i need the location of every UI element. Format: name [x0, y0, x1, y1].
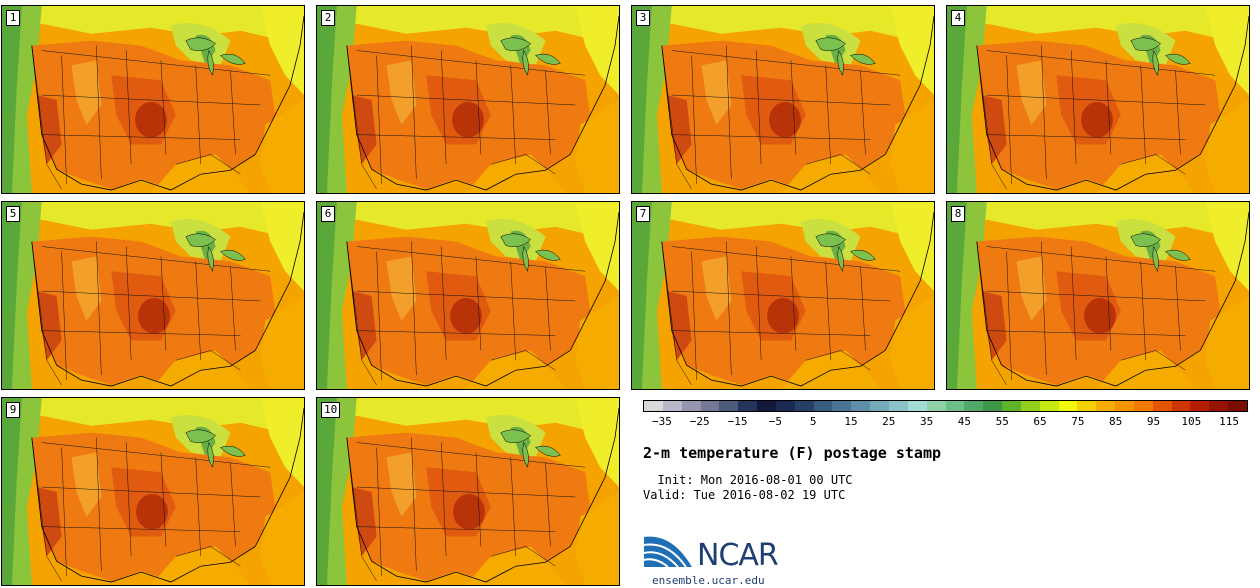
colorbar-swatch: [775, 401, 795, 411]
colorbar-swatch: [851, 401, 871, 411]
member-panel-6: 6: [316, 201, 620, 390]
colorbar-swatch: [644, 401, 663, 411]
member-label: 1: [6, 10, 20, 26]
colorbar-swatch: [1058, 401, 1078, 411]
temperature-colorbar: [643, 400, 1248, 412]
colorbar-tick-label: −15: [727, 415, 748, 428]
colorbar-swatch: [1096, 401, 1116, 411]
colorbar-swatch: [1152, 401, 1172, 411]
colorbar-swatch: [870, 401, 889, 411]
colorbar-swatch: [983, 401, 1003, 411]
colorbar-swatch: [681, 401, 701, 411]
colorbar-tick-label: 45: [957, 415, 972, 428]
member-label: 8: [951, 206, 965, 222]
colorbar-tick-label: 105: [1181, 415, 1202, 428]
colorbar-tick-label: 85: [1109, 415, 1123, 428]
member-panel-1: 1: [1, 5, 305, 194]
colorbar-swatch: [662, 401, 682, 411]
member-panel-4: 4: [946, 5, 1250, 194]
colorbar-tick-label: 35: [919, 415, 934, 428]
colorbar-tick-label: −25: [689, 415, 710, 428]
member-label: 9: [6, 402, 20, 418]
us-temperature-map: [317, 202, 619, 389]
member-panel-7: 7: [631, 201, 935, 390]
site-url: ensemble.ucar.edu: [652, 574, 765, 587]
plot-title: 2-m temperature (F) postage stamp: [643, 444, 942, 462]
colorbar-swatch: [757, 401, 776, 411]
colorbar-tick-label: 25: [882, 415, 896, 428]
member-label: 2: [321, 10, 335, 26]
colorbar-swatch: [1209, 401, 1229, 411]
colorbar-ticks: −35 −25 −15 −5 5 15 25 35 45 55 65 75 85 95 105 115: [643, 415, 1248, 429]
colorbar-swatch: [1133, 401, 1153, 411]
us-temperature-map: [632, 202, 934, 389]
colorbar-swatch: [1020, 401, 1040, 411]
us-temperature-map: [632, 6, 934, 193]
colorbar-tick-label: −35: [651, 415, 672, 428]
colorbar-swatch: [1190, 401, 1210, 411]
colorbar-swatch: [907, 401, 927, 411]
member-label: 6: [321, 206, 335, 222]
colorbar-tick-label: 15: [844, 415, 858, 428]
member-label: 4: [951, 10, 965, 26]
us-temperature-map: [947, 202, 1249, 389]
colorbar-swatch: [1077, 401, 1097, 411]
member-label: 7: [636, 206, 650, 222]
logo-text: NCAR: [697, 538, 779, 573]
colorbar-tick-label: 115: [1219, 415, 1240, 428]
colorbar-swatch: [1171, 401, 1191, 411]
colorbar-swatch: [1228, 401, 1247, 411]
ncar-logo-icon: [643, 536, 692, 568]
init-time: Init: Mon 2016-08-01 00 UTC: [643, 473, 853, 487]
colorbar-swatch: [738, 401, 758, 411]
member-panel-9: 9: [1, 397, 305, 586]
member-label: 5: [6, 206, 20, 222]
colorbar-swatch: [926, 401, 946, 411]
colorbar-swatch: [700, 401, 720, 411]
us-temperature-map: [947, 6, 1249, 193]
member-panel-5: 5: [1, 201, 305, 390]
colorbar-tick-label: 65: [1033, 415, 1047, 428]
valid-time: Valid: Tue 2016-08-02 19 UTC: [643, 488, 846, 502]
colorbar-swatch: [1002, 401, 1021, 411]
colorbar-swatch: [1039, 401, 1059, 411]
colorbar-swatch: [719, 401, 739, 411]
colorbar-swatch: [1115, 401, 1134, 411]
colorbar-tick-label: 55: [995, 415, 1009, 428]
member-panel-3: 3: [631, 5, 935, 194]
colorbar-tick-label: −5: [768, 415, 782, 428]
us-temperature-map: [2, 202, 304, 389]
member-panel-2: 2: [316, 5, 620, 194]
colorbar-swatch: [945, 401, 965, 411]
us-temperature-map: [2, 6, 304, 193]
colorbar-swatch: [794, 401, 814, 411]
member-label: 10: [321, 402, 341, 418]
colorbar-tick-label: 95: [1146, 415, 1161, 428]
colorbar-swatch: [964, 401, 984, 411]
colorbar-tick-label: 5: [809, 415, 817, 428]
us-temperature-map: [317, 398, 619, 585]
us-temperature-map: [2, 398, 304, 585]
member-label: 3: [636, 10, 650, 26]
colorbar-tick-label: 75: [1071, 415, 1085, 428]
member-panel-10: 10: [316, 397, 620, 586]
colorbar-swatch: [832, 401, 852, 411]
us-temperature-map: [317, 6, 619, 193]
member-panel-8: 8: [946, 201, 1250, 390]
colorbar-swatch: [888, 401, 908, 411]
colorbar-swatch: [813, 401, 833, 411]
